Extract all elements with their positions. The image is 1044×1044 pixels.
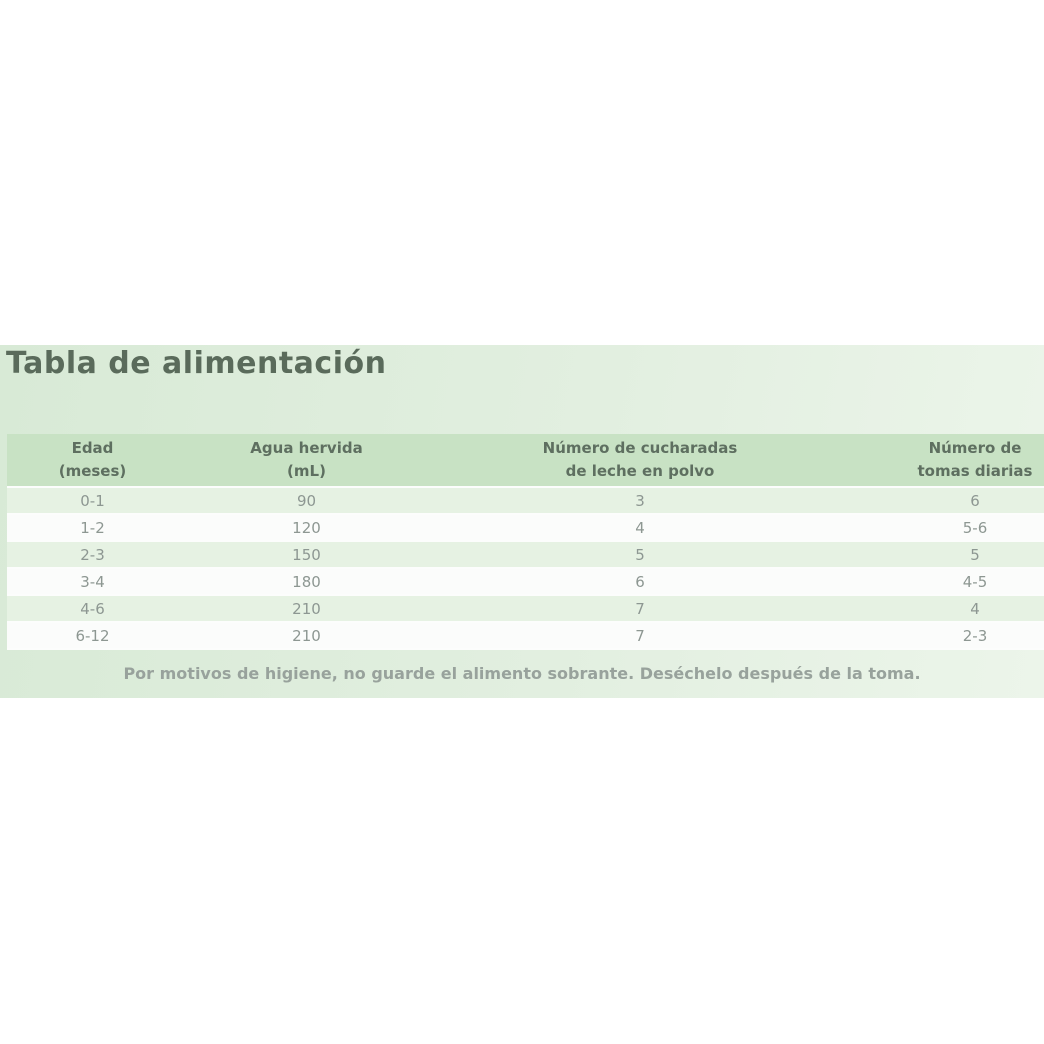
feeding-table: Edad (meses) Agua hervida (mL) Número de… [7,434,1044,650]
edad-cell: 6-12 [7,623,178,650]
tomas-cell: 6 [845,488,1044,515]
header-agua-hervida: Agua hervida (mL) [178,434,435,488]
agua-cell: 210 [178,623,435,650]
table-row: 0-1 90 3 6 [7,488,1044,515]
edad-cell: 0-1 [7,488,178,515]
tomas-cell: 5 [845,542,1044,569]
cucharadas-cell: 4 [435,515,845,542]
header-line: Edad [71,439,114,457]
edad-cell: 1-2 [7,515,178,542]
header-tomas-diarias: Número de tomas diarias [845,434,1044,488]
header-edad: Edad (meses) [7,434,178,488]
edad-cell: 4-6 [7,596,178,623]
cucharadas-cell: 6 [435,569,845,596]
table-row: 1-2 120 4 5-6 [7,515,1044,542]
table-row: 2-3 150 5 5 [7,542,1044,569]
page-title: Tabla de alimentación [6,346,387,381]
table-row: 4-6 210 7 4 [7,596,1044,623]
tomas-cell: 2-3 [845,623,1044,650]
table-row: 6-12 210 7 2-3 [7,623,1044,650]
agua-cell: 120 [178,515,435,542]
agua-cell: 180 [178,569,435,596]
header-line: Agua hervida [250,439,363,457]
feeding-panel: Tabla de alimentación Edad (meses) Agua … [0,345,1044,698]
tomas-cell: 4 [845,596,1044,623]
cucharadas-cell: 7 [435,623,845,650]
cucharadas-cell: 7 [435,596,845,623]
header-line: Número de cucharadas [542,439,738,457]
agua-cell: 210 [178,596,435,623]
agua-cell: 90 [178,488,435,515]
tomas-cell: 5-6 [845,515,1044,542]
tomas-cell: 4-5 [845,569,1044,596]
header-line: (mL) [287,462,326,480]
cucharadas-cell: 5 [435,542,845,569]
edad-cell: 2-3 [7,542,178,569]
header-line: Número de [928,439,1022,457]
agua-cell: 150 [178,542,435,569]
cucharadas-cell: 3 [435,488,845,515]
header-line: de leche en polvo [565,462,715,480]
header-line: tomas diarias [917,462,1033,480]
header-cucharadas: Número de cucharadas de leche en polvo [435,434,845,488]
edad-cell: 3-4 [7,569,178,596]
table-row: 3-4 180 6 4-5 [7,569,1044,596]
header-line: (meses) [58,462,127,480]
table-header-row: Edad (meses) Agua hervida (mL) Número de… [7,434,1044,488]
hygiene-note: Por motivos de higiene, no guarde el ali… [123,664,921,683]
feeding-table-container: Edad (meses) Agua hervida (mL) Número de… [7,434,1044,664]
